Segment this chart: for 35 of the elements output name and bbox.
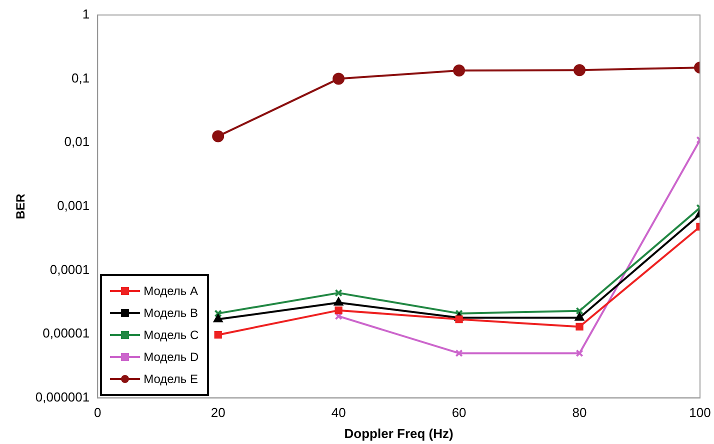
y-tick-label: 1 [82,6,90,22]
point [576,307,584,315]
x-tick-label: 80 [572,405,587,420]
x-tick-label: 60 [452,405,466,420]
point [334,298,344,306]
point [453,64,466,76]
point [334,289,342,297]
point [455,315,463,324]
legend-label: Модель E [144,372,198,386]
y-tick-label: 0,0001 [50,262,90,277]
point [212,130,224,142]
x-axis-title: Doppler Freq (Hz) [344,426,454,441]
point [214,331,222,339]
point [575,312,584,321]
point [332,72,345,85]
point [455,349,463,358]
legend-label: Модель A [144,284,198,298]
x-tick-label: 0 [94,405,102,420]
y-tick-label: 0,00001 [42,326,90,341]
point [576,349,584,358]
x-tick-label: 20 [210,405,226,420]
x-tick-label: 100 [689,405,711,420]
y-tick-label: 0,001 [57,198,90,213]
x-tick-label: 40 [331,405,346,420]
point [214,314,223,322]
y-tick-label: 0,000001 [35,389,90,404]
y-tick-label: 0,01 [64,134,90,150]
y-axis-title: BER [14,193,28,220]
point [576,322,584,331]
point [334,306,342,314]
legend-label: Модель C [144,328,199,342]
legend-label: Модель B [144,306,198,320]
y-tick-label: 0,1 [72,70,90,86]
point [574,64,586,76]
legend-label: Модель D [144,350,199,364]
